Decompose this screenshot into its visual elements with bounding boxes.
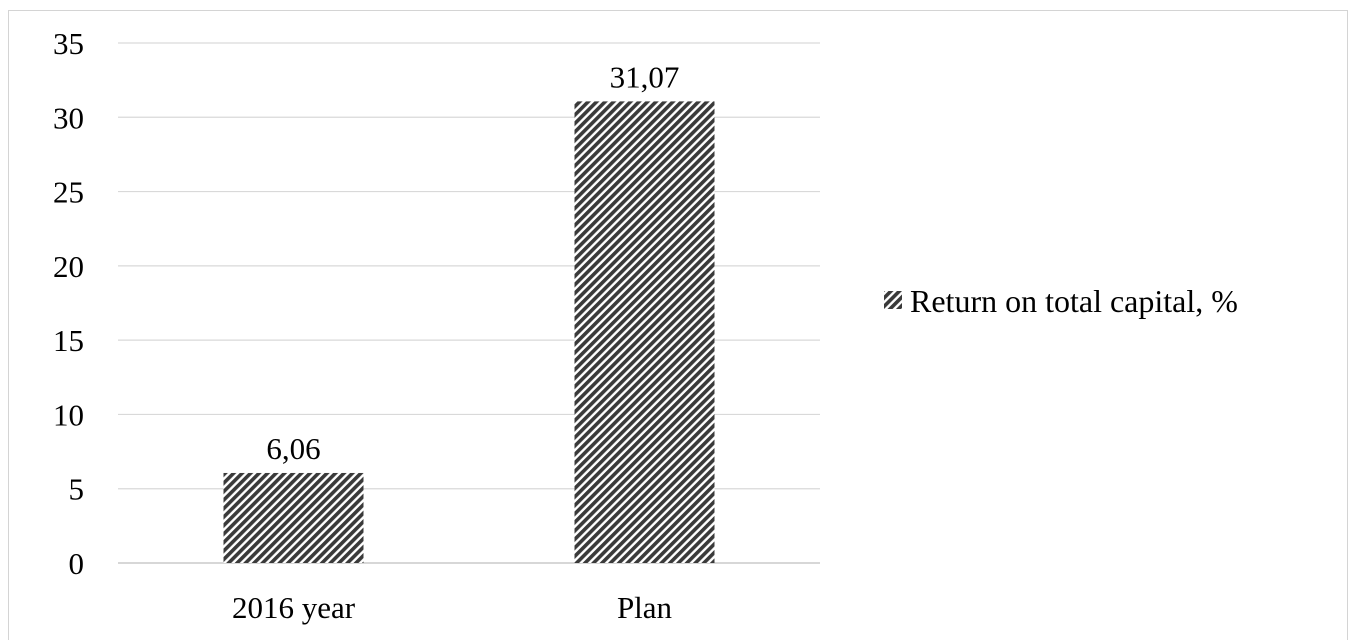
y-tick-label: 20 xyxy=(53,249,84,284)
y-tick-label: 5 xyxy=(69,472,85,507)
y-tick-label: 10 xyxy=(53,397,84,432)
x-tick-label: 2016 year xyxy=(232,590,356,625)
legend-swatch xyxy=(884,291,902,309)
gridlines xyxy=(118,42,820,564)
y-tick-label: 25 xyxy=(53,175,84,210)
y-tick-label: 15 xyxy=(53,323,84,358)
x-tick-label: Plan xyxy=(617,590,673,625)
y-tick-label: 0 xyxy=(69,546,85,581)
y-tick-label: 30 xyxy=(53,100,84,135)
legend-label: Return on total capital, % xyxy=(910,283,1238,319)
data-label: 31,07 xyxy=(610,59,680,94)
x-axis-tick-labels: 2016 year Plan xyxy=(232,590,673,625)
y-axis-tick-labels: 0 5 10 15 20 25 30 35 xyxy=(53,26,84,581)
legend: Return on total capital, % xyxy=(884,283,1238,319)
bars xyxy=(223,101,715,563)
data-label: 6,06 xyxy=(266,431,320,466)
y-tick-label: 35 xyxy=(53,26,84,61)
bar xyxy=(574,101,715,563)
data-labels: 6,06 31,07 xyxy=(266,59,679,466)
bar xyxy=(223,472,364,563)
